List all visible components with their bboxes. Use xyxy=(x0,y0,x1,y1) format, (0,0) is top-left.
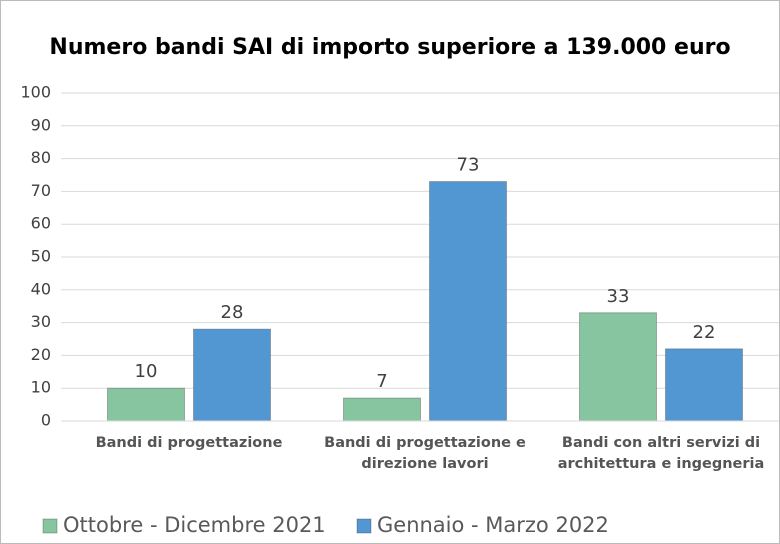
legend-label: Gennaio - Marzo 2022 xyxy=(377,513,609,537)
legend-swatch xyxy=(42,518,58,534)
data-label: 33 xyxy=(607,286,630,307)
x-tick-label: Bandi con altri servizi di architettura … xyxy=(557,435,765,472)
y-tick-label: 10 xyxy=(31,378,51,397)
bar xyxy=(665,348,743,422)
x-tick-label: Bandi di progettazione e direzione lavor… xyxy=(324,435,526,472)
y-tick-label: 0 xyxy=(41,411,51,430)
y-tick-label: 80 xyxy=(31,148,51,167)
data-label: 10 xyxy=(135,361,158,382)
y-tick-label: 70 xyxy=(31,181,51,200)
bar xyxy=(429,181,507,422)
y-tick-label: 20 xyxy=(31,345,51,364)
legend-label: Ottobre - Dicembre 2021 xyxy=(63,513,326,537)
x-tick-label: Bandi di progettazione xyxy=(95,435,283,451)
y-tick-label: 100 xyxy=(20,83,51,102)
y-tick-label: 30 xyxy=(31,312,51,331)
y-tick-label: 60 xyxy=(31,214,51,233)
legend-swatch xyxy=(356,518,372,534)
y-tick-label: 90 xyxy=(31,115,51,134)
data-label: 22 xyxy=(693,322,716,343)
data-label: 7 xyxy=(376,371,387,392)
bar xyxy=(107,387,185,422)
y-tick-label: 40 xyxy=(31,279,51,298)
chart-title: Numero bandi SAI di importo superiore a … xyxy=(49,35,730,60)
bar xyxy=(193,328,271,422)
y-tick-label: 50 xyxy=(31,247,51,266)
data-label: 28 xyxy=(221,302,244,323)
data-label: 73 xyxy=(457,155,480,176)
bar xyxy=(579,312,657,422)
bar xyxy=(343,397,421,422)
